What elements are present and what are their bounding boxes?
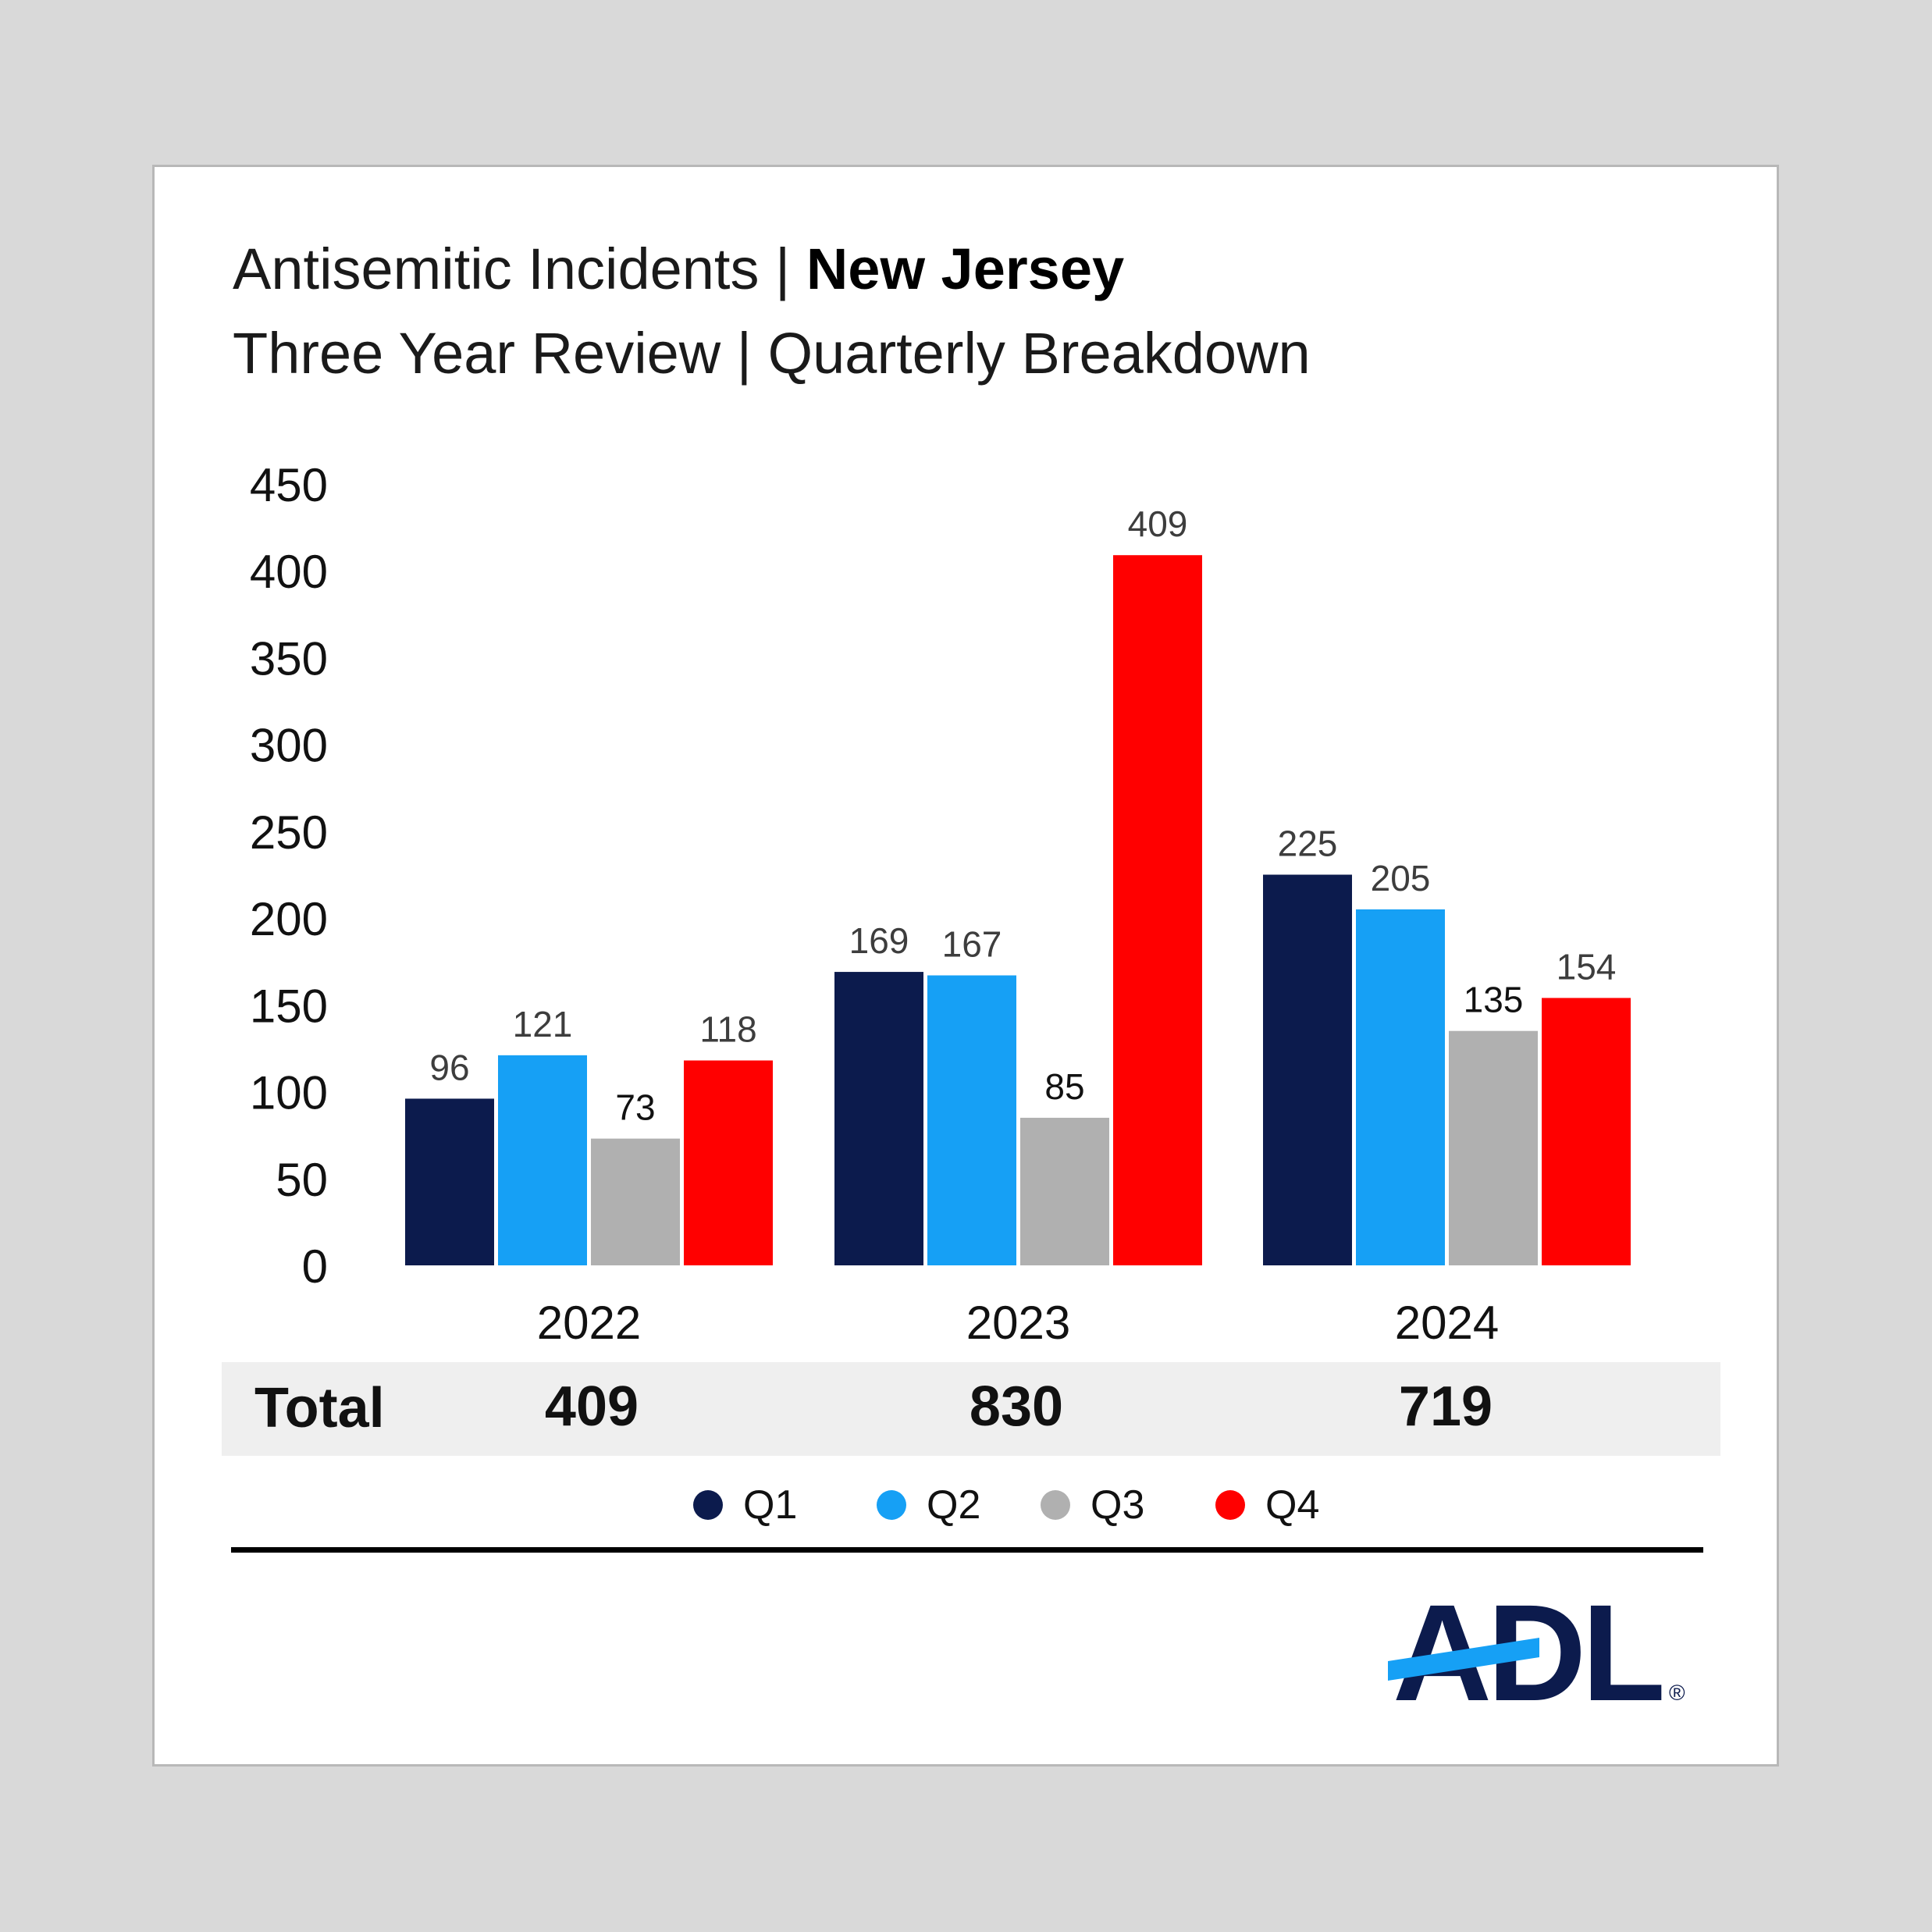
legend-item-q1: Q1 — [693, 1482, 797, 1528]
data-label-2023-q2: 167 — [942, 924, 1002, 965]
y-tick-label: 250 — [250, 806, 328, 859]
bar-2022-q3 — [591, 1138, 680, 1265]
data-label-2024-q2: 205 — [1371, 858, 1431, 898]
legend-label-q4: Q4 — [1265, 1482, 1320, 1528]
x-category-label: 2024 — [1395, 1297, 1499, 1349]
title-state: New Jersey — [806, 237, 1125, 301]
bar-2023-q4 — [1113, 555, 1202, 1265]
bar-2022-q4 — [684, 1060, 773, 1265]
total-2024: 719 — [1398, 1375, 1493, 1438]
bar-2023-q3 — [1020, 1117, 1109, 1265]
bar-2024-q2 — [1356, 909, 1445, 1265]
data-label-2024-q4: 154 — [1557, 946, 1617, 987]
legend-dot-q1 — [693, 1490, 723, 1520]
data-label-2022-q1: 96 — [429, 1047, 469, 1087]
data-label-2023-q4: 409 — [1128, 503, 1188, 544]
totals-label: Total — [254, 1377, 385, 1439]
legend-item-q3: Q3 — [1041, 1482, 1144, 1528]
bar-2024-q3 — [1449, 1030, 1538, 1265]
data-label-2023-q1: 169 — [849, 920, 909, 961]
logo-stripe — [1388, 1638, 1539, 1681]
chart-subtitle: Three Year Review | Quarterly Breakdown — [233, 321, 1311, 386]
legend-label-q3: Q3 — [1091, 1482, 1145, 1528]
legend-label-q2: Q2 — [927, 1482, 981, 1528]
total-2023: 830 — [969, 1375, 1064, 1438]
bar-2024-q1 — [1263, 874, 1352, 1265]
bar-2022-q2 — [498, 1055, 587, 1265]
legend-item-q2: Q2 — [877, 1482, 980, 1528]
y-tick-label: 150 — [250, 980, 328, 1032]
data-label-2022-q4: 118 — [699, 1009, 756, 1050]
title-prefix: Antisemitic Incidents | — [233, 237, 806, 301]
data-label-2024-q3: 135 — [1464, 980, 1524, 1020]
chart-card — [152, 165, 1779, 1767]
bar-2023-q2 — [927, 975, 1016, 1265]
y-tick-label: 300 — [250, 720, 328, 772]
y-tick-label: 200 — [250, 893, 328, 945]
totals-band — [222, 1362, 1720, 1456]
legend-dot-q4 — [1215, 1490, 1245, 1520]
logo-registered-mark: ® — [1669, 1681, 1685, 1705]
y-tick-label: 350 — [250, 632, 328, 685]
chart-title: Antisemitic Incidents | New Jersey — [233, 240, 1124, 298]
data-label-2024-q1: 225 — [1278, 824, 1338, 864]
data-label-2022-q2: 121 — [513, 1004, 573, 1044]
y-tick-label: 100 — [250, 1067, 328, 1119]
y-tick-label: 50 — [276, 1154, 328, 1206]
divider-rule — [231, 1547, 1703, 1553]
legend-label-q1: Q1 — [743, 1482, 798, 1528]
data-label-2022-q3: 73 — [615, 1087, 655, 1128]
total-2022: 409 — [544, 1375, 639, 1438]
bar-2023-q1 — [834, 972, 923, 1265]
bar-2024-q4 — [1542, 998, 1631, 1265]
legend-item-q4: Q4 — [1215, 1482, 1319, 1528]
adl-logo: ADL ® — [1388, 1585, 1685, 1710]
bar-2022-q1 — [405, 1098, 494, 1265]
legend-dot-q2 — [877, 1490, 906, 1520]
data-label-2023-q3: 85 — [1044, 1066, 1084, 1107]
y-tick-label: 450 — [250, 459, 328, 511]
x-category-label: 2022 — [537, 1297, 641, 1349]
y-tick-label: 0 — [302, 1240, 328, 1293]
y-tick-label: 400 — [250, 546, 328, 598]
legend-dot-q3 — [1041, 1490, 1070, 1520]
x-category-label: 2023 — [966, 1297, 1070, 1349]
